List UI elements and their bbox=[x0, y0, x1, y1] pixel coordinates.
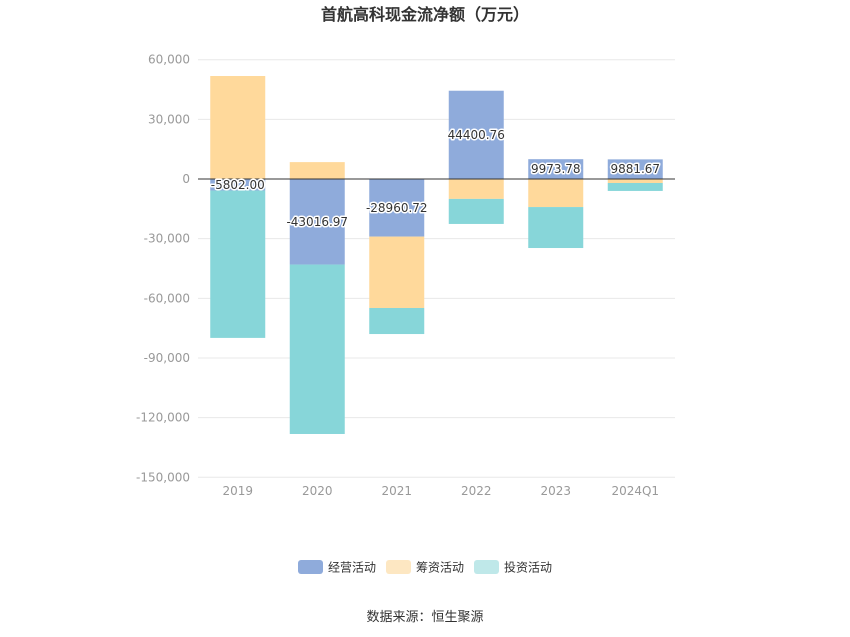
x-tick-label: 2021 bbox=[381, 484, 412, 498]
legend-item-s2[interactable]: 投资活动 bbox=[474, 560, 552, 575]
legend: 经营活动 筹资活动 投资活动 bbox=[298, 560, 552, 575]
bar-s0-2021 bbox=[369, 179, 425, 237]
source-note: 数据来源：恒生聚源 bbox=[366, 610, 483, 625]
bar-s1-2019 bbox=[210, 76, 266, 180]
bar-s2-2021 bbox=[369, 307, 425, 335]
y-tick-label: -90,000 bbox=[144, 351, 190, 365]
chart-title: 首航高科现金流净额（万元） bbox=[321, 5, 529, 24]
bar-s1-2023 bbox=[528, 179, 584, 208]
x-axis: 2019 2020 2021 2022 2023 2024Q1 bbox=[222, 484, 659, 498]
bar-s0-2022 bbox=[448, 90, 504, 180]
y-tick-label: -30,000 bbox=[144, 232, 190, 246]
bar-s1-2020 bbox=[289, 162, 345, 180]
x-tick-label: 2024Q1 bbox=[611, 484, 659, 498]
x-tick-label: 2019 bbox=[222, 484, 253, 498]
bar-s0-2023 bbox=[528, 159, 584, 180]
bar-s1-2021 bbox=[369, 236, 425, 308]
bar-s0-2020 bbox=[289, 179, 345, 265]
bar-s2-2022 bbox=[448, 198, 504, 224]
y-tick-label: 30,000 bbox=[148, 112, 190, 126]
bars bbox=[210, 76, 663, 434]
legend-item-s1[interactable]: 筹资活动 bbox=[386, 560, 464, 575]
y-tick-label: 60,000 bbox=[148, 53, 190, 67]
x-tick-label: 2022 bbox=[461, 484, 492, 498]
bar-value-label: 44400.76 bbox=[448, 128, 505, 142]
legend-swatch bbox=[386, 560, 411, 574]
y-tick-label: -60,000 bbox=[144, 291, 190, 305]
bar-s2-2023 bbox=[528, 207, 584, 249]
bar-s0-2019 bbox=[210, 179, 266, 191]
legend-item-s0[interactable]: 经营活动 bbox=[298, 560, 376, 575]
bar-labels: -5802.00 -43016.97 -28960.72 44400.76 9973.7… bbox=[209, 126, 661, 230]
grid-lines bbox=[198, 59, 675, 478]
bar-s1-2024q1 bbox=[607, 179, 663, 183]
bar-value-label: -43016.97 bbox=[286, 215, 348, 229]
y-tick-label: -150,000 bbox=[136, 470, 190, 484]
x-tick-label: 2023 bbox=[540, 484, 571, 498]
bar-s0-2024q1 bbox=[607, 159, 663, 180]
y-tick-label: -120,000 bbox=[136, 411, 190, 425]
legend-label: 经营活动 bbox=[328, 561, 376, 575]
legend-label: 投资活动 bbox=[504, 560, 552, 575]
x-tick-label: 2020 bbox=[302, 484, 333, 498]
y-axis: 60,000 30,000 0 -30,000 -60,000 -90,000 -120,0… bbox=[136, 53, 190, 485]
bar-value-label: 9973.78 bbox=[531, 162, 581, 176]
bar-s2-2024q1 bbox=[607, 182, 663, 191]
bar-value-label: -5802.00 bbox=[211, 178, 265, 192]
legend-swatch bbox=[298, 560, 323, 574]
legend-swatch bbox=[474, 560, 499, 574]
y-tick-label: 0 bbox=[182, 172, 190, 186]
bar-s2-2020 bbox=[289, 264, 345, 434]
bar-s1-2022 bbox=[448, 179, 504, 199]
bar-s2-2019 bbox=[210, 190, 266, 338]
bar-value-label: 9881.67 bbox=[610, 162, 660, 176]
bar-value-label: -28960.72 bbox=[366, 201, 428, 215]
legend-label: 筹资活动 bbox=[416, 561, 464, 575]
